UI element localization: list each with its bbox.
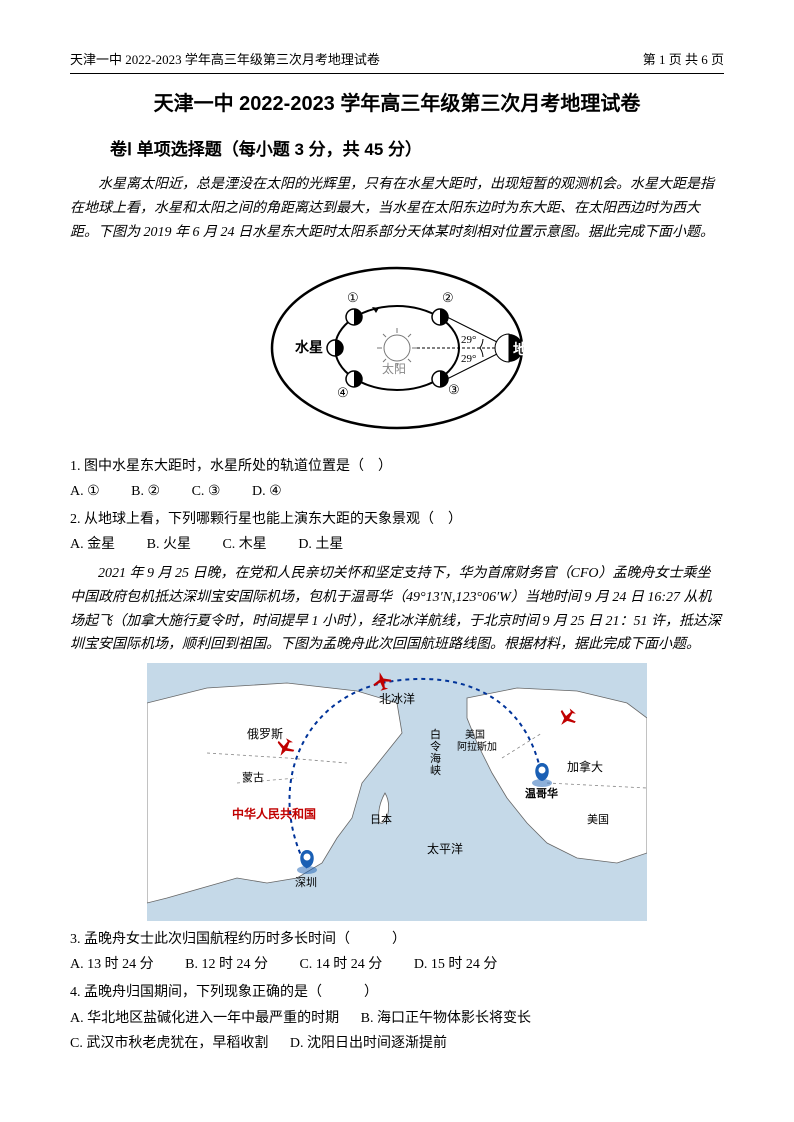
question-4-options: A. 华北地区盐碱化进入一年中最严重的时期 B. 海口正午物体影长将变长 C. … xyxy=(70,1006,724,1056)
svg-text:海: 海 xyxy=(430,751,441,765)
q1-opt-c: C. ③ xyxy=(192,481,221,503)
q1-opt-a: A. ① xyxy=(70,481,100,503)
label-china: 中华人民共和国 xyxy=(232,806,316,821)
node-1: ① xyxy=(347,290,359,305)
label-pacific: 太平洋 xyxy=(427,841,463,856)
passage-2: 2021 年 9 月 25 日晚，在党和人民亲切关怀和坚定支持下，华为首席财务官… xyxy=(70,562,724,657)
label-arctic: 北冰洋 xyxy=(379,691,415,706)
node-4: ④ xyxy=(337,385,349,400)
label-mongolia: 蒙古 xyxy=(242,771,264,784)
angle-bottom: 29° xyxy=(461,353,476,365)
header-right: 第 1 页 共 6 页 xyxy=(643,50,724,71)
q3-opt-b: B. 12 时 24 分 xyxy=(185,954,268,976)
label-us: 美国 xyxy=(587,813,609,826)
q3-opt-a: A. 13 时 24 分 xyxy=(70,954,154,976)
passage-1: 水星离太阳近，总是湮没在太阳的光辉里，只有在水星大距时，出现短暂的观测机会。水星… xyxy=(70,173,724,244)
flight-route-map: 北冰洋 白令海峡 俄罗斯 蒙古 中华人民共和国 日本 太平洋 深圳 美国阿拉斯加… xyxy=(147,663,647,921)
q4-opt-c: C. 武汉市秋老虎犹在，早稻收割 xyxy=(70,1031,268,1056)
angle-top: 29° xyxy=(461,334,476,346)
q4-opt-d: D. 沈阳日出时间逐渐提前 xyxy=(290,1031,447,1056)
q4-opt-b: B. 海口正午物体影长将变长 xyxy=(361,1006,531,1031)
node-2: ② xyxy=(442,290,454,305)
question-2-options: A. 金星 B. 火星 C. 木星 D. 土星 xyxy=(70,534,724,556)
label-shenzhen: 深圳 xyxy=(295,876,317,889)
q3-opt-c: C. 14 时 24 分 xyxy=(299,954,382,976)
question-1-options: A. ① B. ② C. ③ D. ④ xyxy=(70,481,724,503)
section-title: 卷Ⅰ 单项选择题（每小题 3 分，共 45 分） xyxy=(110,136,724,163)
svg-text:令: 令 xyxy=(430,739,441,753)
svg-text:白: 白 xyxy=(430,727,441,741)
q2-opt-d: D. 土星 xyxy=(298,534,343,556)
question-1: 1. 图中水星东大距时，水星所处的轨道位置是（ ） xyxy=(70,456,724,478)
svg-text:美国: 美国 xyxy=(465,728,485,741)
label-japan: 日本 xyxy=(370,812,392,826)
node-3: ③ xyxy=(448,382,460,397)
header-left: 天津一中 2022-2023 学年高三年级第三次月考地理试卷 xyxy=(70,50,380,71)
q2-opt-c: C. 木星 xyxy=(222,534,266,556)
exam-title: 天津一中 2022-2023 学年高三年级第三次月考地理试卷 xyxy=(70,88,724,120)
question-3-options: A. 13 时 24 分 B. 12 时 24 分 C. 14 时 24 分 D… xyxy=(70,954,724,976)
mercury-label: 水星 xyxy=(295,339,323,356)
label-canada: 加拿大 xyxy=(567,759,603,774)
q2-opt-a: A. 金星 xyxy=(70,534,115,556)
label-russia: 俄罗斯 xyxy=(247,727,283,741)
q1-opt-b: B. ② xyxy=(131,481,160,503)
mercury-orbit-diagram: 太阳 ① ② ③ ④ 水星 地球 29° 29° xyxy=(247,250,547,446)
svg-text:阿拉斯加: 阿拉斯加 xyxy=(457,740,497,753)
q3-opt-d: D. 15 时 24 分 xyxy=(414,954,498,976)
q4-opt-a: A. 华北地区盐碱化进入一年中最严重的时期 xyxy=(70,1006,339,1031)
label-bering: 白令海峡 xyxy=(430,727,441,777)
question-3: 3. 孟晚舟女士此次归国航程约历时多长时间（ ） xyxy=(70,929,724,951)
earth-label: 地球 xyxy=(513,341,542,358)
svg-text:峡: 峡 xyxy=(430,763,441,777)
sun-label: 太阳 xyxy=(382,361,406,376)
page-header: 天津一中 2022-2023 学年高三年级第三次月考地理试卷 第 1 页 共 6… xyxy=(70,50,724,74)
q1-opt-d: D. ④ xyxy=(252,481,282,503)
question-4: 4. 孟晚舟归国期间，下列现象正确的是（ ） xyxy=(70,982,724,1004)
q2-opt-b: B. 火星 xyxy=(147,534,191,556)
question-2: 2. 从地球上看，下列哪颗行星也能上演东大距的天象景观（ ） xyxy=(70,509,724,531)
label-vancouver: 温哥华 xyxy=(525,786,558,800)
